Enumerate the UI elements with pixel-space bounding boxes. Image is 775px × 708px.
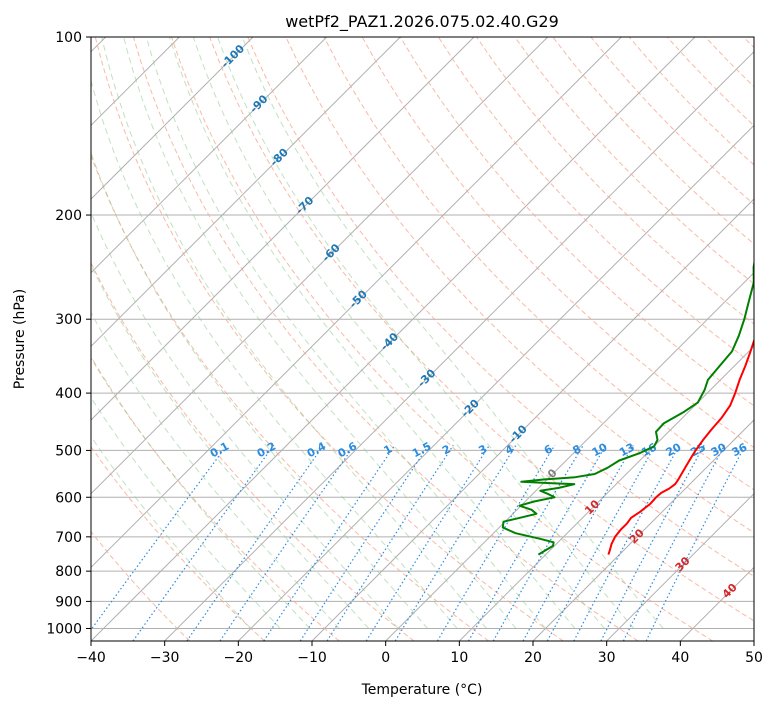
y-tick-label: 300 bbox=[55, 312, 82, 328]
isotherm-line bbox=[237, 124, 754, 641]
temperature-line bbox=[607, 337, 754, 555]
mixing-ratio-line bbox=[436, 444, 556, 641]
mixing-ratio-line bbox=[186, 444, 325, 641]
y-tick-label: 200 bbox=[55, 208, 82, 224]
x-tick-label: 10 bbox=[450, 650, 468, 666]
background-lines bbox=[91, 37, 754, 641]
x-tick-label: 0 bbox=[381, 650, 390, 666]
moist-adiabat-line bbox=[91, 151, 429, 629]
dry-adiabat-line bbox=[514, 37, 754, 285]
dry-adiabat-line bbox=[91, 530, 191, 641]
x-tick-label: 20 bbox=[524, 650, 542, 666]
x-tick-label: −20 bbox=[224, 650, 254, 666]
mixing-ratio-line bbox=[522, 444, 634, 641]
moist-adiabat-line bbox=[91, 355, 311, 629]
x-tick-label: 50 bbox=[745, 650, 763, 666]
mixing-ratio-label: 13 bbox=[617, 441, 637, 460]
y-tick-label: 1000 bbox=[46, 621, 82, 637]
dry-adiabat-line bbox=[437, 37, 754, 366]
chart-title: wetPf2_PAZ1.2026.075.02.40.G29 bbox=[285, 12, 559, 32]
isotherm-line bbox=[91, 37, 622, 569]
y-tick-label: 900 bbox=[55, 594, 82, 610]
y-tick-label: 800 bbox=[55, 564, 82, 580]
mixing-ratio-line bbox=[365, 444, 491, 641]
dry-adiabat-line bbox=[209, 37, 754, 622]
dry-adiabat-line bbox=[91, 261, 415, 641]
mixing-ratio-line bbox=[326, 444, 454, 641]
mixing-ratio-label: 30 bbox=[709, 440, 729, 459]
isotherm-line bbox=[91, 37, 549, 495]
mixing-ratio-label: 36 bbox=[730, 440, 750, 459]
moist-adiabat-line bbox=[123, 37, 517, 629]
mixing-ratio-label: 10 bbox=[590, 440, 610, 459]
dry-adiabat-line bbox=[132, 37, 639, 641]
y-tick-label: 100 bbox=[55, 30, 82, 46]
mixing-ratio-line bbox=[645, 444, 746, 641]
isotherm-line bbox=[91, 37, 328, 274]
dry-adiabat-line bbox=[247, 37, 754, 577]
mixing-ratio-line bbox=[546, 444, 656, 641]
dry-adiabat-line bbox=[91, 357, 340, 641]
mixing-ratio-line bbox=[219, 444, 355, 641]
moist-adiabat-line bbox=[192, 37, 605, 629]
isotherm-line bbox=[532, 419, 754, 641]
mixing-ratio-line bbox=[132, 444, 275, 641]
x-tick-label: −10 bbox=[297, 650, 327, 666]
x-tick-label: −40 bbox=[76, 650, 106, 666]
moist-adiabat-line bbox=[91, 79, 458, 629]
moist-adiabat-line bbox=[101, 37, 487, 629]
mixing-ratio-label: 20 bbox=[664, 440, 684, 459]
x-tick-label: 40 bbox=[671, 650, 689, 666]
y-tick-label: 700 bbox=[55, 530, 82, 546]
dry-adiabat-line bbox=[285, 37, 754, 534]
y-tick-label: 500 bbox=[55, 443, 82, 459]
isotherm-line bbox=[385, 271, 754, 641]
dry-adiabat-line bbox=[361, 37, 754, 449]
dry-adiabat-line bbox=[171, 37, 713, 641]
isotherm-line bbox=[91, 37, 401, 348]
mixing-ratio-line bbox=[394, 444, 517, 641]
y-tick-label: 400 bbox=[55, 386, 82, 402]
plot-frame bbox=[90, 36, 755, 642]
mixing-ratio-line bbox=[263, 444, 396, 641]
moist-adiabat-line bbox=[91, 211, 399, 629]
isotherm-line bbox=[458, 345, 754, 641]
moist-adiabat-line bbox=[145, 37, 546, 629]
moist-adiabat-line bbox=[91, 264, 370, 629]
axes: −40 −30 −20 −10 0 10 20 30 40 50 100 200 300 400 500 60… bbox=[46, 30, 763, 666]
dry-adiabat-line bbox=[91, 445, 265, 641]
mixing-ratio-line bbox=[622, 444, 726, 641]
moist-adiabat-line bbox=[91, 396, 281, 629]
y-axis-label: Pressure (hPa) bbox=[12, 289, 28, 389]
dry-adiabat-line bbox=[323, 37, 754, 491]
y-tick-label: 600 bbox=[55, 490, 82, 506]
dry-adiabat-line bbox=[94, 37, 564, 641]
dewpoint-line bbox=[501, 259, 754, 556]
x-axis-label: Temperature (°C) bbox=[361, 682, 483, 698]
moist-adiabat-line bbox=[169, 37, 576, 629]
isotherm-line bbox=[164, 50, 754, 641]
isotherm-line bbox=[91, 37, 254, 200]
profile-series bbox=[501, 259, 754, 556]
x-tick-label: 30 bbox=[598, 650, 616, 666]
isotherm-line bbox=[91, 37, 475, 421]
isotherm-line bbox=[91, 37, 696, 641]
isotherm-line bbox=[606, 492, 754, 641]
moist-adiabat-line bbox=[217, 37, 635, 629]
mixing-ratio-line bbox=[299, 444, 430, 641]
x-tick-label: −30 bbox=[150, 650, 180, 666]
moist-adiabat-line bbox=[91, 435, 252, 629]
dry-adiabat-line bbox=[91, 154, 489, 641]
